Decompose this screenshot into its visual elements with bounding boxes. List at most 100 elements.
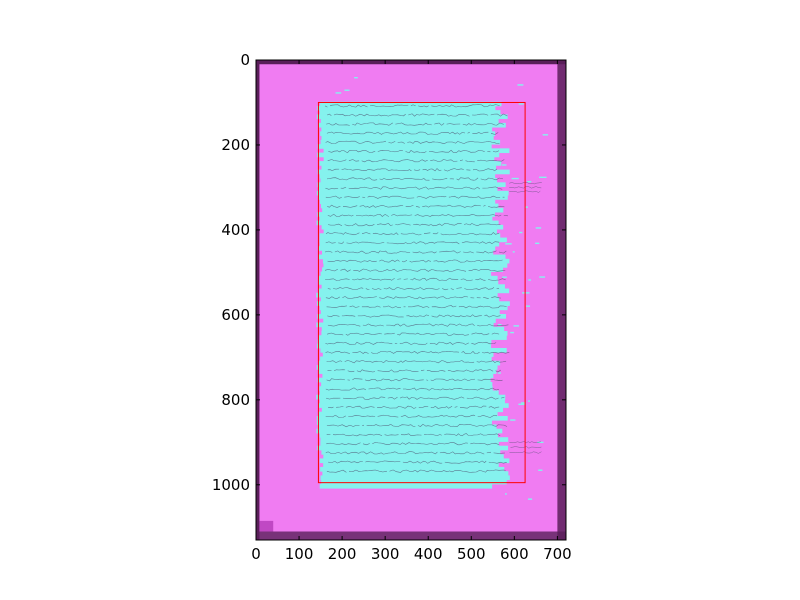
ink-line [327,259,503,263]
highlight-band [322,207,504,213]
highlight-band [321,135,494,141]
highlight-band [317,169,510,175]
highlight-band [316,428,503,434]
highlight-band [317,105,496,111]
highlight-fragment [333,441,336,443]
x-tick-label: 700 [543,545,572,563]
highlight-fragment [518,103,524,105]
ink-line [324,250,507,254]
highlight-band [316,343,492,349]
highlight-fragment [333,114,340,116]
highlight-band [320,466,505,472]
ink-line [326,396,505,400]
highlight-fragment [502,276,507,278]
highlight-fragment [526,305,531,307]
ink-line [327,113,508,117]
highlight-fragment [360,216,367,218]
annotation-rectangle [317,101,526,484]
highlight-fragment [343,467,347,469]
y-tick-label: 600 [221,306,250,324]
highlight-band [317,424,497,430]
highlight-band [318,195,508,200]
page-edges [256,60,566,540]
highlight-band [319,110,501,115]
highlight-fragment [539,176,547,179]
highlight-band [321,479,507,485]
highlight-band [318,335,507,340]
x-tick-label: 0 [251,545,261,563]
highlight-fragment [333,245,340,248]
bottom-edge [256,531,566,540]
highlight-band [320,203,499,209]
highlight-band [321,127,493,132]
x-axis: 0 100 200 300 400 500 600 700 [251,60,572,563]
highlight-band [317,144,492,149]
highlight-band [316,394,506,400]
top-edge [256,60,566,65]
highlight-fragment [339,480,344,482]
ink-line [327,314,501,318]
highlight-band [319,241,500,247]
highlight-band [319,173,496,179]
highlight-fragment [357,130,364,133]
x-tick-label: 300 [371,545,400,563]
highlight-band [320,356,492,362]
highlight-fragment [519,231,523,234]
highlight-band [318,288,510,294]
highlight-fragment [336,370,341,372]
margin-note-line [510,446,542,449]
highlight-fragment [345,113,350,116]
ink-line [325,414,498,418]
handwriting-strokes [324,104,512,473]
highlight-band [319,398,505,404]
highlight-band [318,403,509,408]
highlight-fragment [528,400,530,402]
highlight-band [323,263,508,268]
highlight-band [320,441,499,447]
highlight-band [323,318,496,323]
highlight-band [317,280,499,285]
x-tick-label: 600 [500,545,529,563]
highlight-band [317,339,492,345]
highlight-fragment [505,243,512,245]
ink-line [325,195,505,199]
highlight-band [319,161,502,166]
highlight-band [318,246,496,251]
highlight-fragment [528,279,531,281]
ink-line [327,323,509,327]
ink-line [324,268,506,272]
highlight-fragment [357,336,361,339]
highlight-fragment [510,331,515,334]
highlight-fragment [362,408,370,411]
ink-line [327,204,505,208]
highlight-fragment [513,325,519,327]
highlight-fragment [518,403,526,406]
highlight-band [320,348,507,353]
highlight-band [321,165,497,171]
highlight-fragment [362,213,368,215]
highlight-band [316,292,498,298]
highlight-band [320,309,500,315]
highlight-fragment [329,302,337,304]
highlight-fragment [525,206,528,208]
ink-line [325,277,506,281]
highlight-fragment [335,92,342,94]
highlight-band [320,101,502,107]
highlight-band [319,483,493,489]
y-tick-label: 400 [221,221,250,239]
highlight-band [321,224,504,230]
highlight-fragment [522,292,530,294]
y-tick-label: 1000 [212,476,250,494]
highlight-fragment [347,445,352,448]
y-tick-label: 200 [221,136,250,154]
highlight-fragment [354,77,358,79]
highlight-fragment [337,346,345,349]
highlight-fragment [510,419,516,421]
highlight-fragment [517,84,524,86]
highlight-region [316,77,549,500]
highlight-band [319,458,510,464]
highlight-fragment [330,184,335,186]
highlight-band [322,352,494,357]
axes-frame [255,59,567,541]
